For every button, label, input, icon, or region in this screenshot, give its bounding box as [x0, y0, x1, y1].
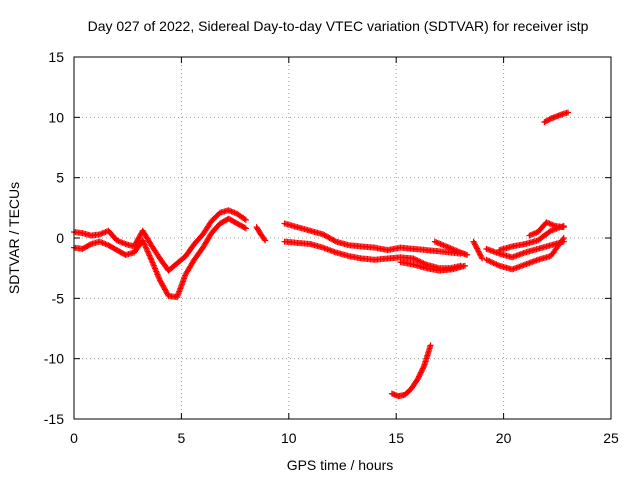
data-point	[141, 241, 148, 248]
series-segment-20-23h-a	[483, 238, 567, 261]
series-segment-17-18h-high	[431, 238, 471, 258]
series-main-track-upper	[71, 207, 249, 274]
series-segment-8.5h	[253, 224, 269, 244]
data-point	[417, 369, 424, 376]
data-point	[419, 365, 426, 372]
data-point	[142, 242, 149, 249]
data-point	[464, 251, 471, 258]
data-point	[559, 236, 566, 243]
data-point	[242, 225, 249, 232]
data-point	[147, 253, 154, 260]
data-point	[140, 240, 147, 247]
data-point	[331, 237, 338, 244]
x-tick-label: 5	[178, 430, 186, 446]
data-point	[414, 376, 421, 383]
data-point	[415, 373, 422, 380]
data-point	[418, 368, 425, 375]
data-point	[241, 216, 248, 223]
data-point	[461, 262, 468, 269]
data-point	[144, 247, 151, 254]
y-tick-label: -15	[44, 411, 64, 427]
data-point	[145, 249, 152, 256]
x-tick-label: 20	[496, 430, 512, 446]
series-segment-22-23h-high	[541, 109, 572, 126]
y-axis-label: SDTVAR / TECUs	[6, 182, 22, 294]
x-tick-label: 25	[603, 430, 619, 446]
data-point	[145, 251, 152, 258]
series-segment-10h-20h-upper	[281, 220, 464, 257]
series-segment-15-17h-low	[388, 342, 434, 400]
data-point	[144, 248, 151, 255]
data-point	[262, 237, 269, 244]
data-point	[139, 237, 146, 244]
x-tick-label: 15	[388, 430, 404, 446]
data-point	[419, 366, 426, 373]
series-segment-19h	[470, 238, 486, 262]
plot-frame	[73, 56, 612, 420]
data-point	[560, 235, 567, 241]
chart-title: Day 027 of 2022, Sidereal Day-to-day VTE…	[88, 18, 589, 34]
data-point	[261, 236, 268, 243]
data-point	[242, 216, 249, 223]
data-point	[417, 370, 424, 377]
x-axis-label: GPS time / hours	[287, 457, 394, 473]
series-segment-21-23h-top	[526, 219, 567, 239]
y-tick-label: 5	[56, 170, 64, 186]
x-tick-label: 10	[281, 430, 297, 446]
data-point	[86, 241, 93, 248]
data-point	[146, 252, 153, 259]
y-tick-label: -10	[44, 351, 64, 367]
ticks: 0 5 10 15 20 25 -15 -10 -5 0 5 10 15	[44, 49, 619, 446]
data-point	[142, 244, 149, 251]
data-point	[416, 372, 423, 379]
data-point	[415, 374, 422, 381]
data-point	[241, 224, 248, 231]
data-marks	[71, 109, 572, 400]
data-point	[565, 109, 572, 116]
grid	[74, 57, 611, 419]
y-tick-label: 10	[48, 109, 64, 125]
data-point	[427, 342, 434, 349]
data-point	[143, 245, 150, 252]
data-point	[147, 255, 154, 262]
data-point	[560, 224, 567, 231]
data-point	[479, 255, 486, 262]
series-segment-20-23h-b	[483, 235, 567, 273]
series-segment-16h-lowest	[397, 259, 468, 274]
data-point	[420, 364, 427, 371]
series-main-track-lower	[71, 215, 249, 301]
y-tick-label: 0	[56, 230, 64, 246]
x-tick-label: 0	[70, 430, 78, 446]
y-tick-label: 15	[48, 49, 64, 65]
data-point	[140, 238, 147, 245]
y-tick-label: -5	[52, 290, 65, 306]
